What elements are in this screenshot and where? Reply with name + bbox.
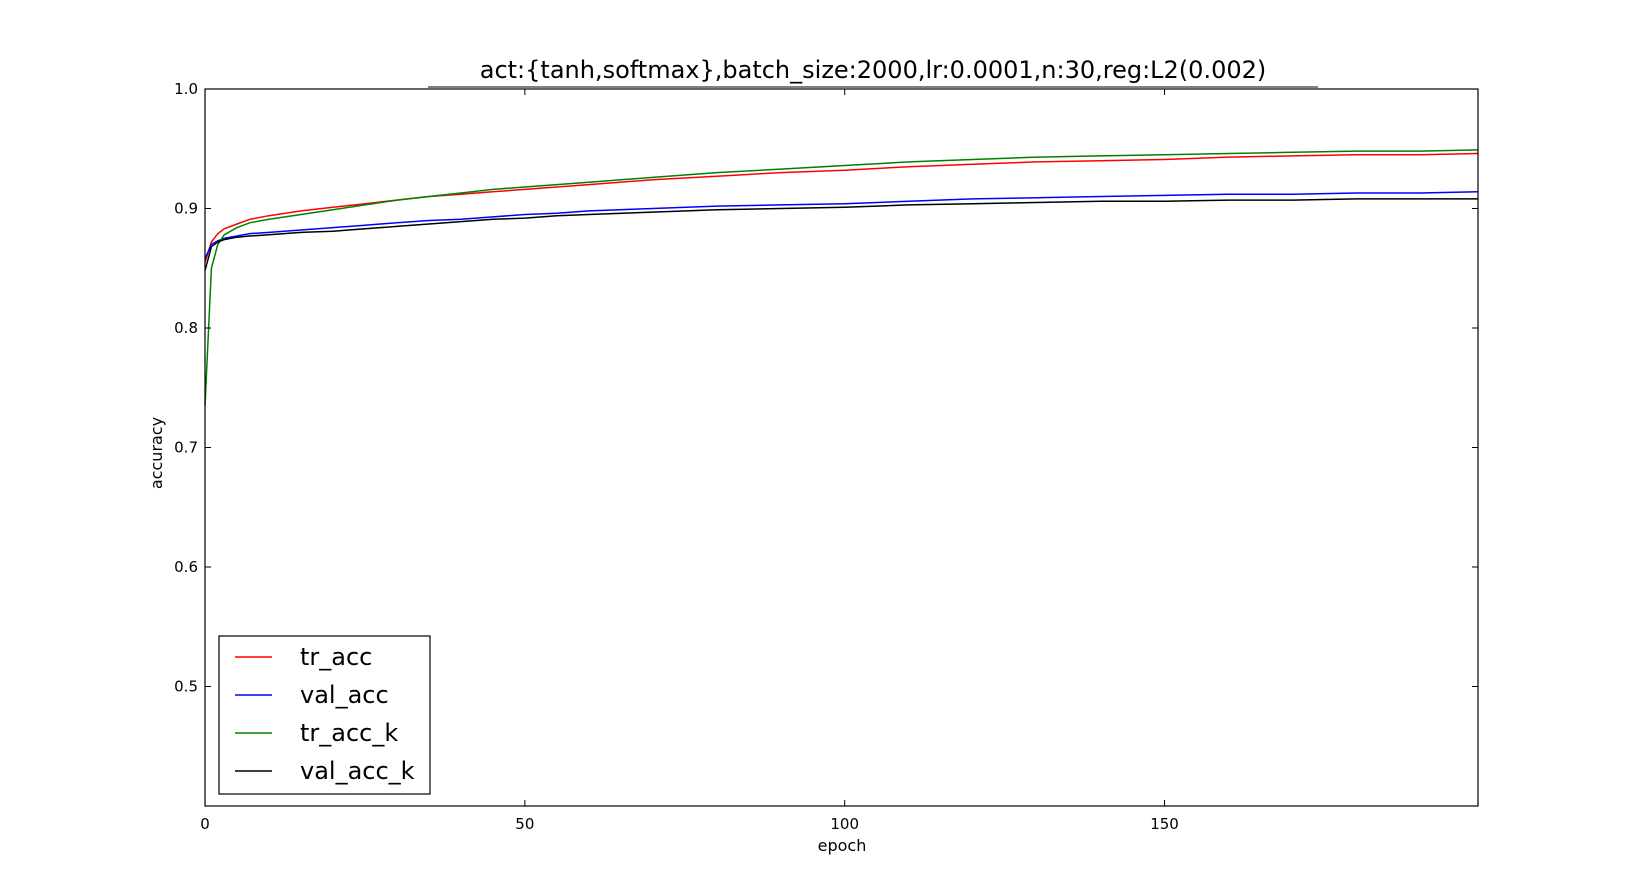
y-tick-label: 0.8 [174,319,198,337]
series-line-val-acc-k [204,198,1478,271]
x-tick-label: 0 [200,815,210,833]
y-axis-label: accuracy [147,417,166,489]
x-tick-label: 50 [515,815,534,833]
y-tick-label: 0.6 [174,558,198,576]
legend-box [218,635,431,795]
x-tick-label: 150 [1150,815,1179,833]
series-line-val-acc [204,191,1479,260]
legend-label: val_acc [300,681,389,709]
chart-title: act:{tanh,softmax},batch_size:2000,lr:0.… [480,56,1267,84]
y-tick-label: 0.7 [174,439,198,457]
x-axis-label: epoch [818,836,867,855]
y-tick-label: 0.9 [174,200,198,218]
legend-label: tr_acc_k [300,719,398,747]
legend: tr_acc val_acc tr_acc_k val_acc_k [218,635,431,795]
legend-label: tr_acc [300,643,372,671]
series-line-tr-acc-k [204,149,1479,406]
y-tick-label: 1.0 [174,80,198,98]
axis-ticks: 0 50 100 150 0.5 0.6 0.7 0.8 0.9 1.0 [174,80,1478,833]
plot-area [204,149,1479,406]
legend-label: val_acc_k [300,757,415,785]
series-line-tr-acc [204,152,1479,263]
y-tick-label: 0.5 [174,678,198,696]
x-tick-label: 100 [830,815,859,833]
